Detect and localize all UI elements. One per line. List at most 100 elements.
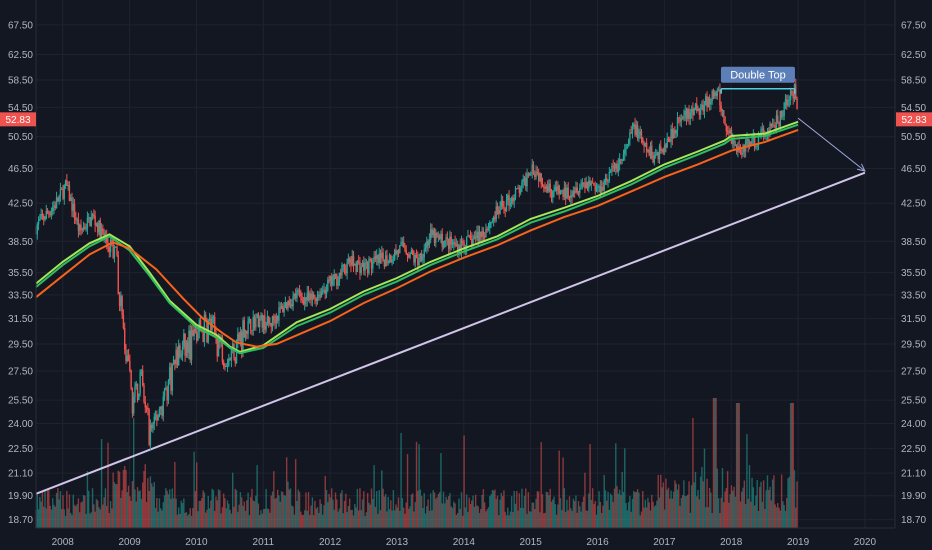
candle-body xyxy=(373,256,375,262)
candle-body xyxy=(714,92,716,97)
candle-body xyxy=(139,371,141,394)
volume-bar xyxy=(576,512,578,528)
volume-bar xyxy=(338,508,341,528)
candle-body xyxy=(543,186,545,188)
candle-body xyxy=(147,407,149,410)
volume-bar xyxy=(584,472,586,528)
volume-bar xyxy=(194,491,197,528)
volume-bar xyxy=(298,491,301,528)
candle-body xyxy=(410,250,413,254)
volume-bar xyxy=(786,498,788,528)
volume-bar xyxy=(180,500,182,528)
candle-body xyxy=(186,341,189,353)
candle-body xyxy=(143,385,145,402)
volume-bar xyxy=(49,505,51,528)
volume-bar xyxy=(725,488,728,528)
candle-body xyxy=(500,200,503,207)
volume-bar xyxy=(747,498,749,528)
volume-bar xyxy=(66,490,68,528)
candle-body xyxy=(402,242,405,247)
candle-body xyxy=(97,223,99,233)
volume-bar xyxy=(598,491,600,528)
candle-body xyxy=(652,158,654,163)
candle-body xyxy=(116,246,118,256)
volume-bar xyxy=(427,499,429,528)
time-axis[interactable]: 2008 2009 2010 2011 2012 2013 2014 2015 2016 2017… xyxy=(52,537,877,548)
volume-bar xyxy=(382,488,384,528)
volume-bar xyxy=(585,510,587,528)
volume-bar xyxy=(55,493,58,528)
y-tick-label-left: 42.50 xyxy=(8,199,33,210)
candle-body xyxy=(278,307,280,321)
volume-bar xyxy=(280,491,283,528)
volume-bar xyxy=(417,490,419,528)
volume-bar xyxy=(375,491,378,528)
candle-body xyxy=(653,155,656,163)
y-tick-label-right: 29.50 xyxy=(901,339,926,350)
y-tick-label-left: 38.50 xyxy=(8,237,33,248)
y-tick-label-left: 27.50 xyxy=(8,367,33,378)
candle-body xyxy=(85,228,87,230)
candle-body xyxy=(715,92,717,96)
volume-bar xyxy=(39,496,41,528)
candle-body xyxy=(40,213,42,219)
candle-body xyxy=(91,214,94,218)
candle-body xyxy=(525,177,527,187)
volume-bar xyxy=(168,489,171,528)
x-tick-label: 2016 xyxy=(586,537,609,548)
volume-bar xyxy=(115,484,117,528)
volume-bar xyxy=(215,496,217,528)
volume-bar xyxy=(733,486,735,528)
y-tick-label-right: 46.50 xyxy=(901,164,926,175)
last-price-label-left: 52.83 xyxy=(5,115,30,126)
volume-bar xyxy=(543,513,545,528)
volume-bar xyxy=(643,507,645,528)
candle-body xyxy=(698,108,701,116)
volume-bar xyxy=(237,511,239,528)
volume-bar xyxy=(400,432,402,528)
y-tick-label-left: 22.50 xyxy=(8,444,33,455)
candle-body xyxy=(536,171,539,173)
volume-bar xyxy=(282,492,284,528)
volume-bar xyxy=(436,497,438,528)
candle-body xyxy=(648,149,650,156)
volume-bar xyxy=(629,495,631,528)
volume-bar xyxy=(318,512,320,528)
candle-body xyxy=(345,270,347,274)
volume-bar xyxy=(303,510,306,528)
volume-bar xyxy=(666,489,668,528)
candle-body xyxy=(504,208,506,211)
double-top-label-box xyxy=(720,66,795,83)
candle-body xyxy=(297,290,299,292)
volume-bar xyxy=(703,448,706,528)
candle-body xyxy=(273,316,275,321)
candle-body xyxy=(419,253,422,261)
candle-body xyxy=(694,103,697,108)
volume-bar xyxy=(581,501,584,528)
volume-bar xyxy=(121,490,123,528)
candle-body xyxy=(216,338,218,357)
volume-bar xyxy=(602,505,604,528)
volume-bar xyxy=(395,504,397,528)
candle-body xyxy=(303,297,306,305)
volume-bar xyxy=(590,499,593,528)
volume-bar xyxy=(381,470,383,528)
candle-body xyxy=(606,178,608,182)
candle-body xyxy=(320,291,323,298)
volume-bar xyxy=(253,501,256,528)
volume-bar xyxy=(755,495,757,528)
candle-body xyxy=(154,414,157,417)
candle-body xyxy=(333,273,335,280)
candle-body xyxy=(474,236,477,239)
volume-bar xyxy=(512,511,514,528)
candle-body xyxy=(339,272,342,276)
volume-bar xyxy=(153,482,155,528)
volume-bar xyxy=(680,497,683,528)
volume-bar xyxy=(174,461,176,528)
candle-body xyxy=(120,296,122,307)
volume-bar xyxy=(291,505,293,528)
volume-bar xyxy=(278,495,280,528)
volume-bar xyxy=(552,499,554,528)
price-axis[interactable]: 67.50 67.50 62.50 62.50 58.50 58.50 54.50 54.50… xyxy=(8,20,926,526)
